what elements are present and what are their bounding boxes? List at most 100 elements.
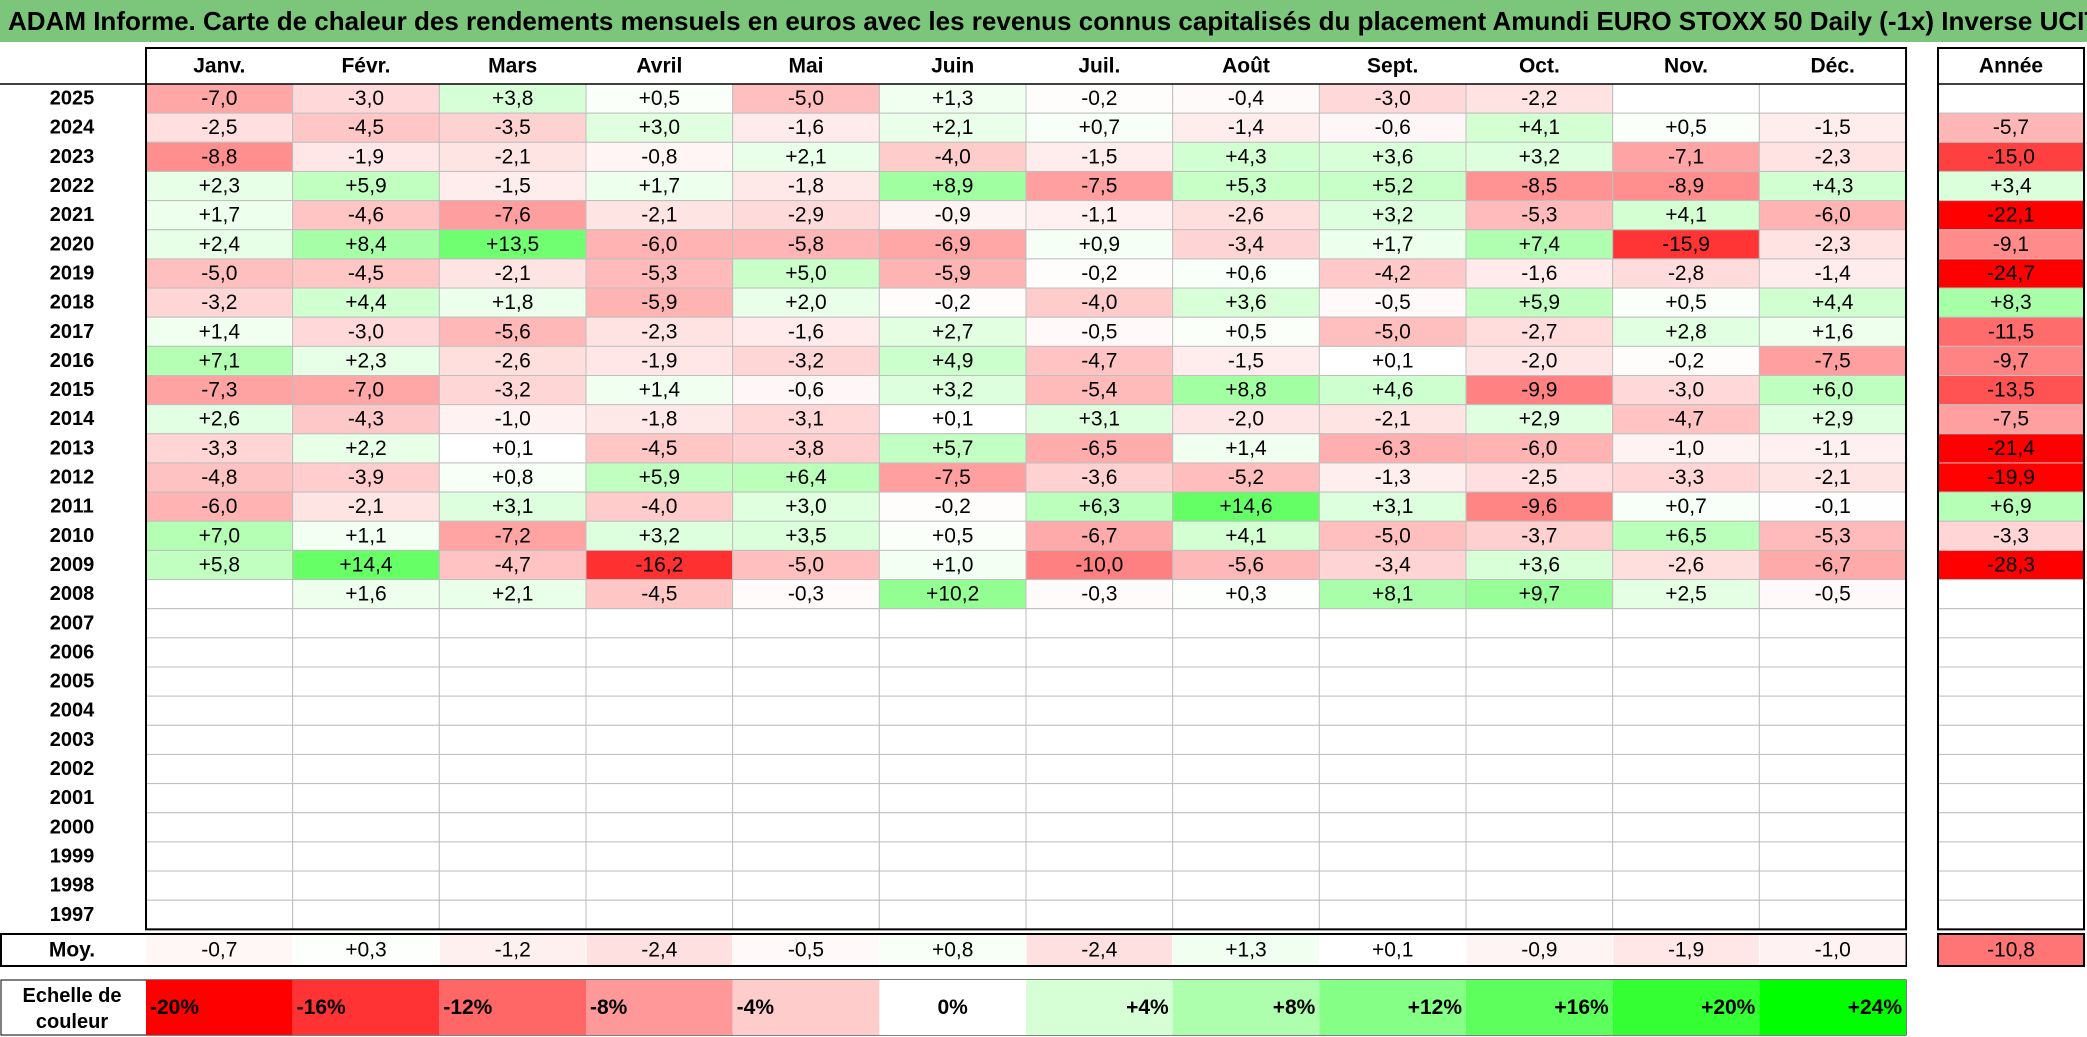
heat-cell	[1318, 899, 1467, 930]
month-header: Sept.	[1367, 55, 1418, 78]
heat-cell	[878, 375, 1027, 406]
cell-value: -3,0	[1375, 87, 1411, 110]
heat-cell	[585, 229, 734, 260]
cell-value: +3,2	[639, 524, 680, 547]
annual-cell	[1937, 783, 2085, 814]
cell-value: +14,4	[339, 553, 392, 576]
cell-value: -4,8	[201, 466, 237, 489]
heat-cell	[1465, 345, 1614, 377]
scale-label-value: +20%	[1701, 996, 1756, 1019]
heat-cell	[1318, 200, 1467, 231]
average-cell	[439, 935, 586, 965]
cell-value: +1,4	[199, 320, 241, 343]
year-label: 2023	[50, 146, 95, 168]
heat-cell	[1612, 637, 1760, 668]
cell-value: -3,2	[201, 291, 237, 314]
heat-cell	[1758, 491, 1907, 522]
scale-label-value: +8%	[1273, 996, 1316, 1019]
grid-border	[145, 47, 1908, 931]
average-value: -0,5	[788, 939, 824, 962]
annual-cell	[1937, 899, 2085, 930]
cell-value: -0,3	[788, 583, 824, 606]
average-value: -1,2	[495, 939, 531, 962]
average-cell	[1759, 935, 1906, 965]
heat-cell	[732, 666, 880, 697]
heat-cell	[145, 812, 294, 843]
heat-cell	[878, 695, 1027, 726]
heat-cell	[1758, 841, 1907, 872]
cell-value: -0,2	[1081, 262, 1117, 285]
heat-cell	[438, 812, 587, 843]
heat-cell	[585, 375, 734, 406]
heat-cell	[438, 462, 587, 493]
cell-value: +5,9	[639, 466, 680, 489]
average-value: -1,0	[1815, 939, 1851, 962]
cell-value: -7,3	[201, 379, 237, 402]
heat-cell	[438, 579, 587, 610]
heat-cell	[1172, 491, 1320, 522]
average-label: Moy.	[49, 939, 95, 962]
cell-value: -3,0	[1668, 379, 1704, 402]
heat-cell	[1318, 316, 1467, 347]
cell-value: -0,2	[1081, 87, 1117, 110]
heat-cell	[292, 170, 440, 202]
heat-cell	[878, 170, 1027, 202]
cell-value: -3,3	[1668, 466, 1704, 489]
heat-cell	[1612, 170, 1760, 202]
month-header: Juin	[931, 55, 974, 78]
heat-cell	[438, 141, 587, 172]
heat-cell	[438, 112, 587, 143]
average-value: -1,9	[1668, 939, 1704, 962]
cell-value: -2,7	[1521, 320, 1557, 343]
heat-cell	[292, 433, 440, 464]
annual-value: -19,9	[1987, 466, 2035, 489]
year-label: 2012	[50, 467, 95, 489]
month-header: Oct.	[1519, 55, 1560, 78]
heat-cell	[145, 316, 294, 347]
annual-cell	[1937, 170, 2085, 202]
average-cell	[733, 935, 879, 965]
heat-cell	[878, 724, 1027, 755]
cell-value: -5,6	[495, 320, 531, 343]
cell-value: -4,7	[1668, 408, 1704, 431]
cell-value: +7,1	[199, 349, 240, 372]
cell-value: +2,1	[785, 145, 826, 168]
heat-cell	[438, 724, 587, 755]
cell-value: +4,9	[932, 349, 973, 372]
heat-cell	[732, 637, 880, 668]
heat-cell	[292, 870, 440, 901]
cell-value: -2,3	[1815, 145, 1851, 168]
year-label: 2005	[50, 671, 95, 693]
heat-cell	[1612, 870, 1760, 901]
heat-cell	[585, 170, 734, 202]
heat-cell	[1318, 666, 1467, 697]
heat-cell	[292, 491, 440, 522]
heat-cell	[732, 841, 880, 872]
cell-value: +0,1	[1372, 349, 1413, 372]
heat-cell	[438, 666, 587, 697]
cell-value: -7,0	[201, 87, 237, 110]
cell-value: -3,4	[1228, 233, 1265, 256]
annual-value: +3,4	[1990, 175, 2032, 198]
month-header: Févr.	[341, 55, 390, 78]
cell-value: -5,4	[1081, 379, 1118, 402]
heat-cell	[292, 753, 440, 785]
heat-cell	[585, 433, 734, 464]
cell-value: -5,3	[1815, 524, 1851, 547]
cell-value: -5,0	[788, 87, 824, 110]
month-header: Août	[1222, 55, 1270, 78]
cell-value: -5,6	[1228, 553, 1264, 576]
cell-value: -6,0	[1815, 204, 1851, 227]
year-label: 1999	[50, 845, 95, 867]
heat-cell	[1172, 200, 1320, 231]
cell-value: +0,1	[932, 408, 973, 431]
cell-value: +0,5	[932, 524, 973, 547]
average-cell	[293, 935, 439, 965]
cell-value: -5,0	[788, 553, 824, 576]
cell-value: -0,2	[935, 495, 971, 518]
heat-cell	[585, 141, 734, 172]
heat-cell	[145, 579, 294, 610]
heat-cell	[1172, 753, 1320, 785]
heat-cell	[1025, 170, 1174, 202]
